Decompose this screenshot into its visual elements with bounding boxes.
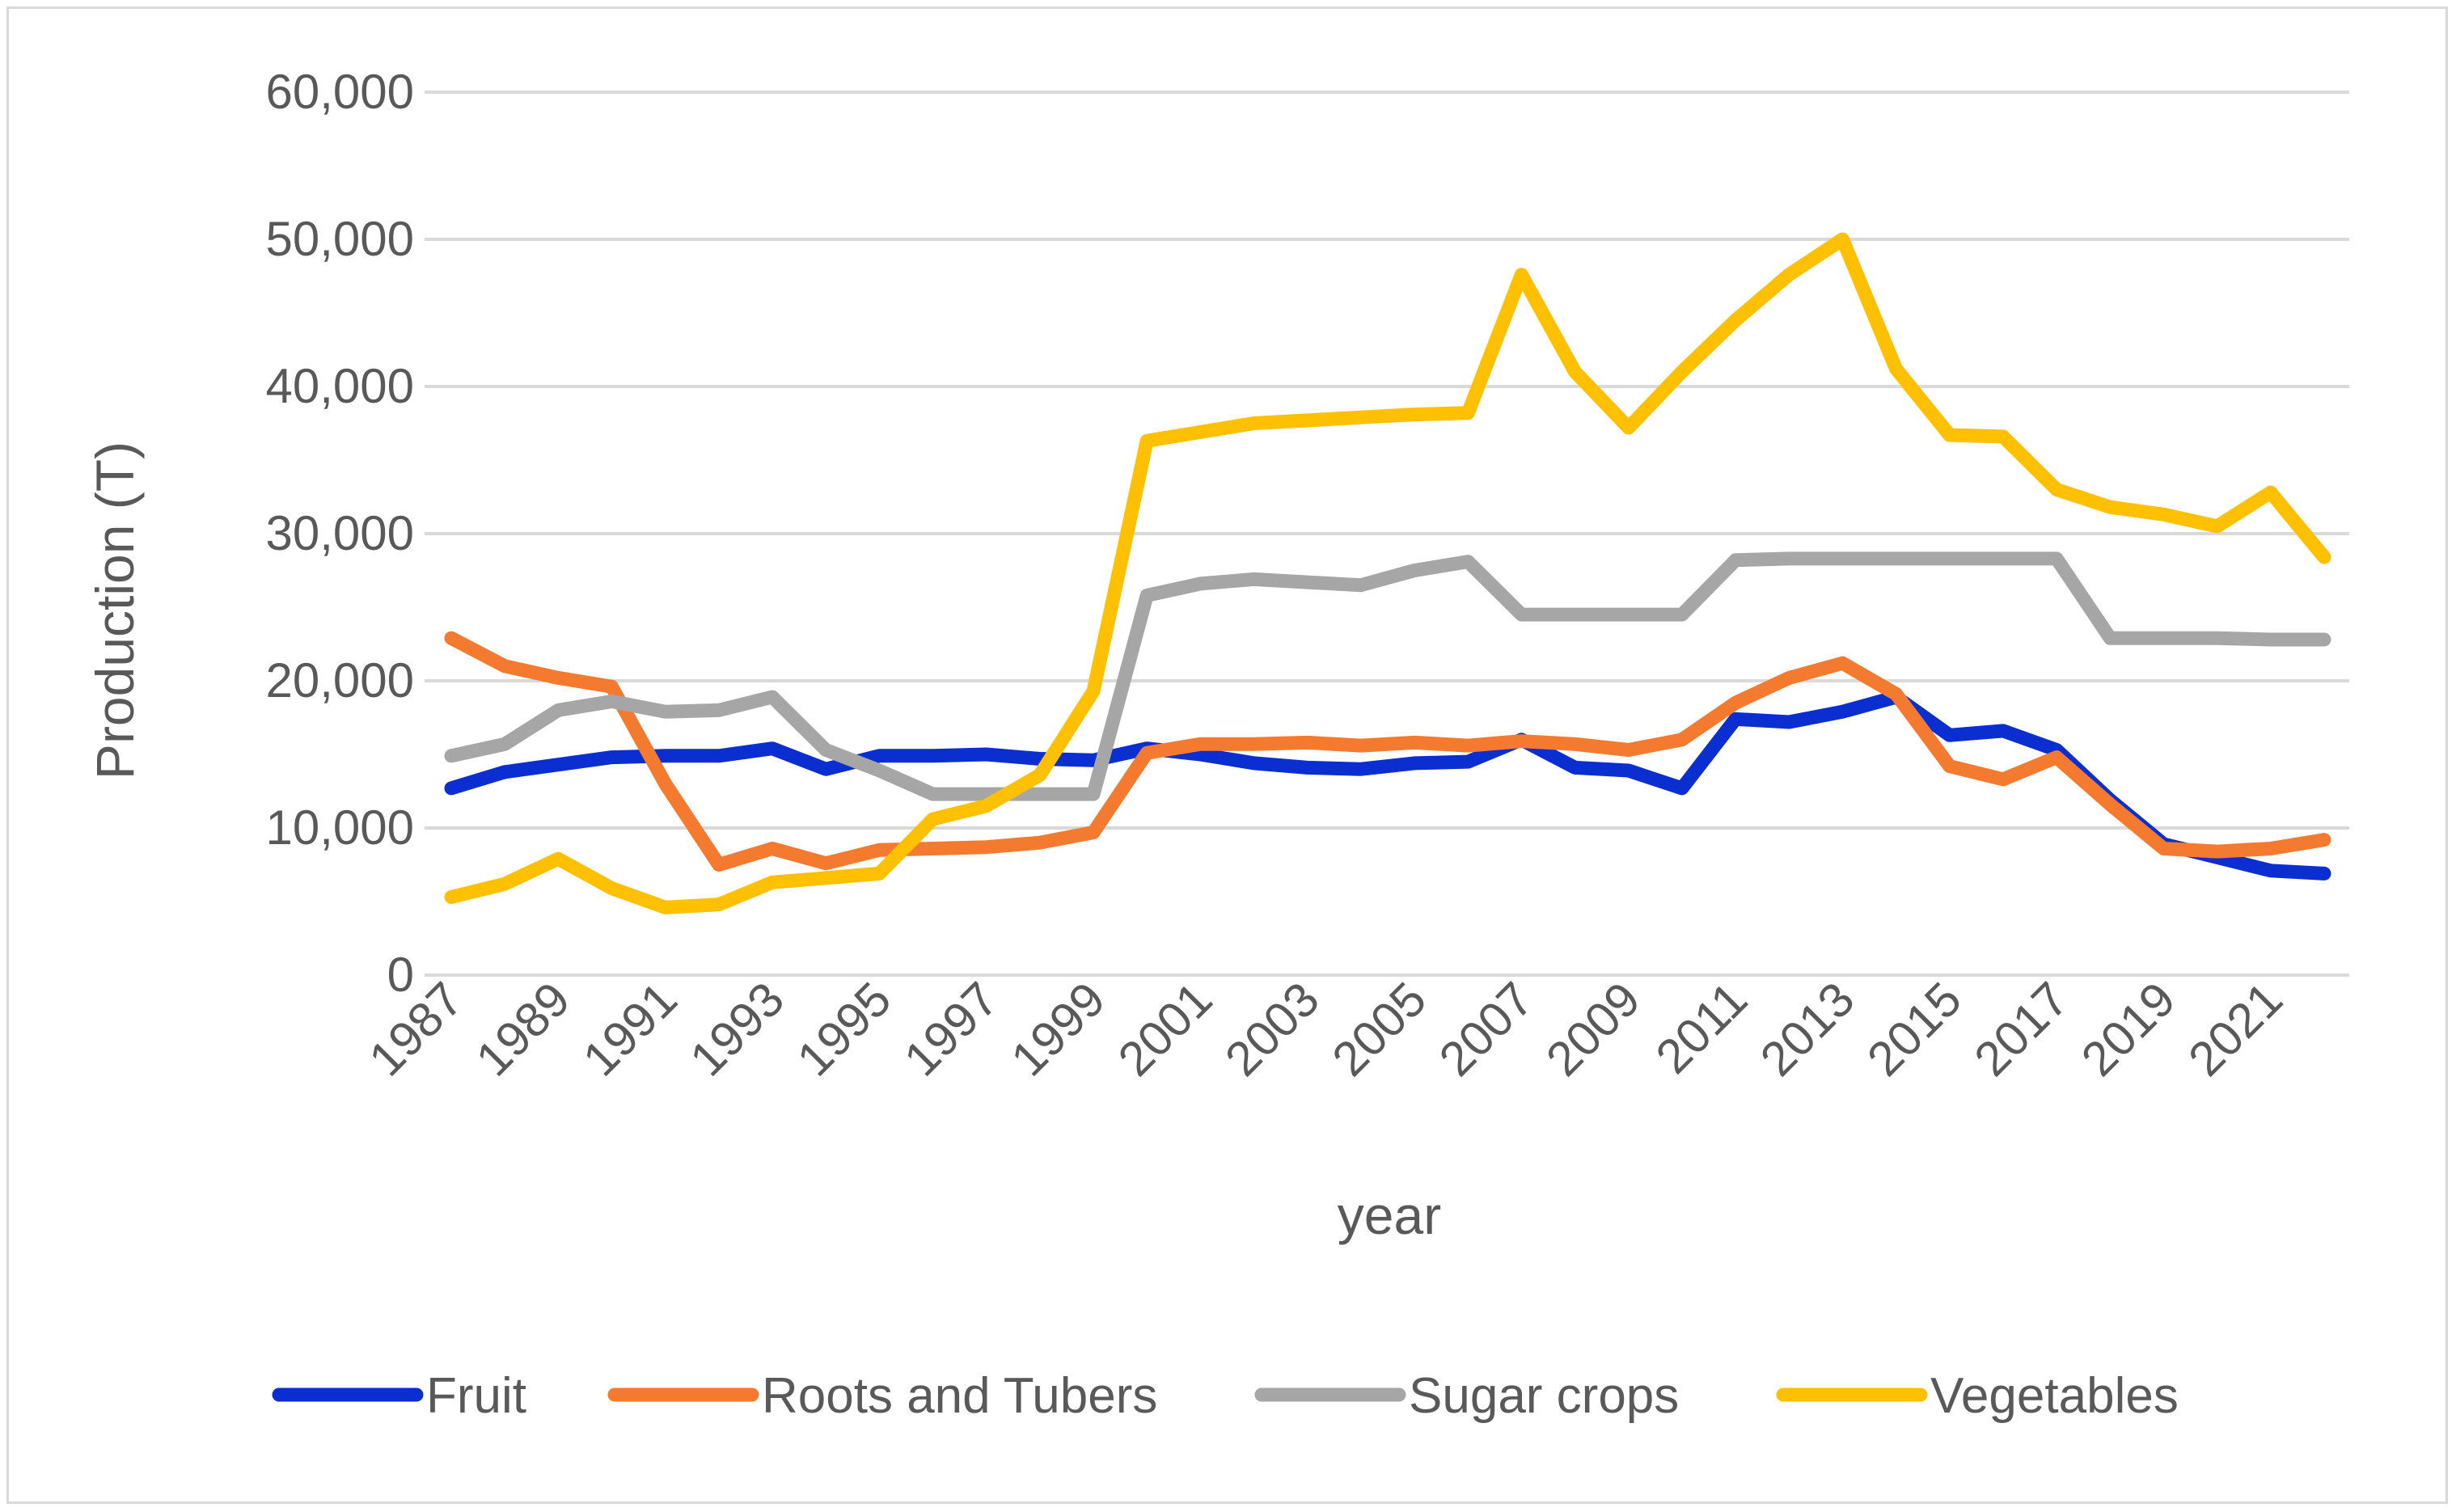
x-tick-label: 2011 — [1646, 972, 1758, 1084]
x-tick-label: 2013 — [1750, 972, 1865, 1087]
y-tick-label: 0 — [387, 948, 414, 1002]
y-tick-label: 40,000 — [265, 359, 414, 413]
x-tick-label: 2005 — [1322, 972, 1437, 1087]
y-tick-label: 50,000 — [265, 212, 414, 266]
x-tick-label: 2015 — [1857, 972, 1972, 1087]
legend-label-sugar-crops: Sugar crops — [1409, 1368, 1679, 1424]
series-line-vegetables — [444, 232, 2331, 914]
y-axis-title: Production (T) — [85, 441, 145, 779]
x-tick-label: 1993 — [679, 972, 794, 1087]
legend-label-fruit: Fruit — [426, 1368, 526, 1424]
legend: Fruit Roots and Tubers Sugar crops Vegetabl… — [272, 1368, 2179, 1424]
legend-label-vegetables: Vegetables — [1930, 1368, 2179, 1424]
x-tick-label: 2019 — [2071, 972, 2186, 1087]
gridlines — [425, 91, 2349, 977]
legend-label-roots-and-tubers: Roots and Tubers — [762, 1368, 1157, 1424]
y-tick-label: 10,000 — [265, 800, 414, 855]
y-axis-ticks: 0 10,000 20,000 30,000 40,000 50,000 60,000 — [265, 65, 414, 1002]
x-axis-ticks: 1987198919911993199519971999200120032005… — [358, 972, 2293, 1087]
x-tick-label: 1999 — [1000, 972, 1115, 1087]
series-line-fruit — [444, 690, 2331, 881]
y-tick-label: 60,000 — [265, 65, 414, 119]
x-tick-label: 2003 — [1215, 972, 1329, 1087]
x-tick-label: 1989 — [466, 972, 581, 1087]
x-tick-label: 2017 — [1964, 972, 2079, 1087]
y-tick-label: 30,000 — [265, 506, 414, 560]
series-lines — [444, 232, 2331, 914]
x-tick-label: 1991 — [573, 972, 687, 1087]
series-line-sugar-crops — [444, 551, 2331, 801]
x-tick-label: 1987 — [358, 972, 473, 1087]
y-tick-label: 20,000 — [265, 653, 414, 707]
x-tick-label: 1995 — [787, 972, 902, 1087]
series-line-roots-and-tubers — [444, 631, 2331, 872]
x-tick-label: 2021 — [2178, 972, 2293, 1087]
x-tick-label: 1997 — [894, 972, 1008, 1087]
x-tick-label: 2007 — [1429, 972, 1544, 1087]
x-tick-label: 2001 — [1108, 972, 1223, 1087]
x-axis-title: year — [1338, 1185, 1441, 1245]
x-tick-label: 2009 — [1536, 972, 1651, 1087]
